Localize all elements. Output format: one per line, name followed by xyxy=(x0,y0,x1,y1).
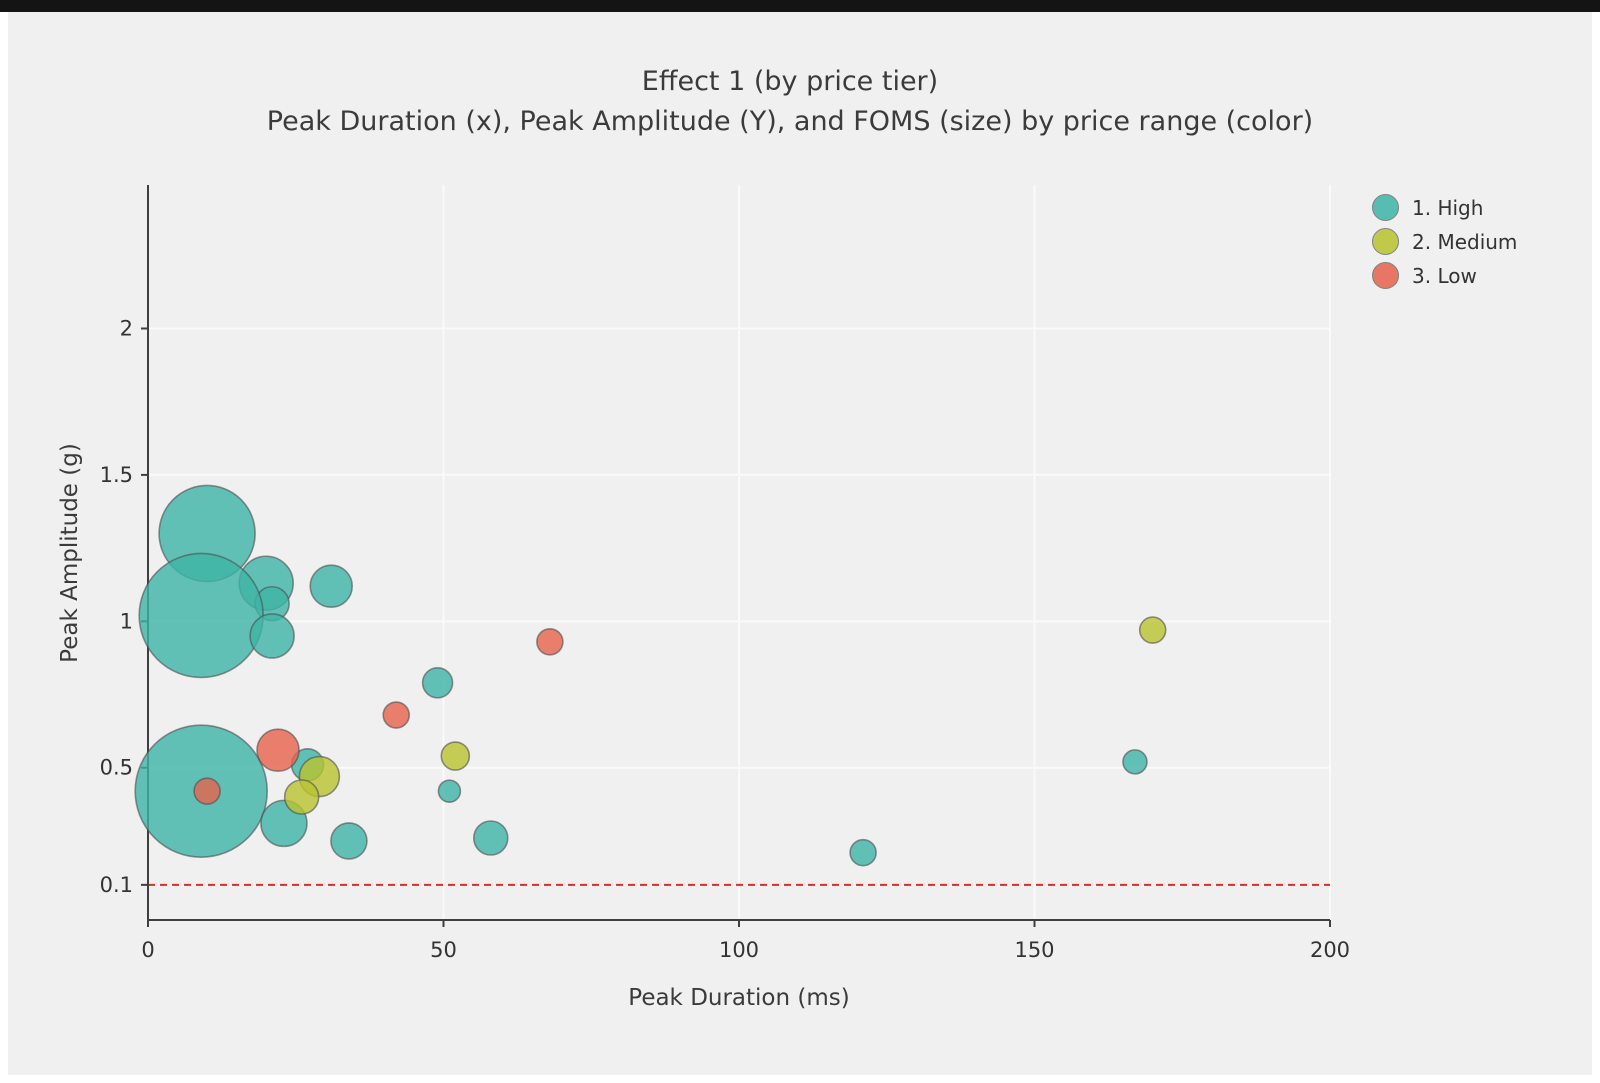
legend-label: 3. Low xyxy=(1412,263,1477,288)
legend: 1. High 2. Medium 3. Low xyxy=(1372,194,1517,289)
x-tick-label: 100 xyxy=(719,938,759,962)
legend-item[interactable]: 2. Medium xyxy=(1372,228,1517,255)
chart-title: Effect 1 (by price tier) xyxy=(641,66,939,97)
x-tick-label: 0 xyxy=(141,938,154,962)
y-tick-label: 0.1 xyxy=(100,873,133,897)
bubble[interactable] xyxy=(249,613,295,659)
bubble[interactable] xyxy=(138,552,264,679)
x-tick-label: 200 xyxy=(1310,938,1350,962)
legend-swatch-icon xyxy=(1372,194,1399,221)
bubble[interactable] xyxy=(437,779,462,803)
bubble[interactable] xyxy=(440,741,471,771)
chart-background xyxy=(8,12,1592,1075)
bubble[interactable] xyxy=(536,628,564,656)
legend-label: 2. Medium xyxy=(1412,229,1518,254)
legend-item[interactable]: 1. High xyxy=(1372,194,1517,221)
legend-item[interactable]: 3. Low xyxy=(1372,262,1517,289)
legend-label: 1. High xyxy=(1412,195,1484,220)
chart-titles: Effect 1 (by price tier) Peak Duration (… xyxy=(0,62,1580,142)
x-tick-label: 50 xyxy=(430,938,457,962)
top-bar xyxy=(0,0,1600,12)
bubble[interactable] xyxy=(193,777,221,805)
chart-subtitle: Peak Duration (x), Peak Amplitude (Y), a… xyxy=(266,106,1314,137)
bubble[interactable] xyxy=(256,728,300,772)
bubble[interactable] xyxy=(849,838,877,867)
bubble[interactable] xyxy=(421,667,454,699)
bubble[interactable] xyxy=(330,822,368,860)
x-tick-label: 150 xyxy=(1014,938,1054,962)
legend-swatch-icon xyxy=(1372,262,1399,289)
bubble[interactable] xyxy=(283,779,320,815)
bubble[interactable] xyxy=(472,820,509,856)
bubble[interactable] xyxy=(382,701,411,729)
x-axis-title: Peak Duration (ms) xyxy=(628,985,850,1011)
y-tick-label: 1 xyxy=(120,609,133,633)
legend-swatch-icon xyxy=(1372,228,1399,255)
bubble[interactable] xyxy=(1138,616,1167,644)
bubble[interactable] xyxy=(1122,749,1148,775)
y-axis-title: Peak Amplitude (g) xyxy=(57,443,83,663)
y-tick-label: 1.5 xyxy=(100,463,133,487)
y-tick-label: 0.5 xyxy=(100,756,133,780)
y-tick-label: 2 xyxy=(120,316,133,340)
bubble[interactable] xyxy=(309,564,354,608)
